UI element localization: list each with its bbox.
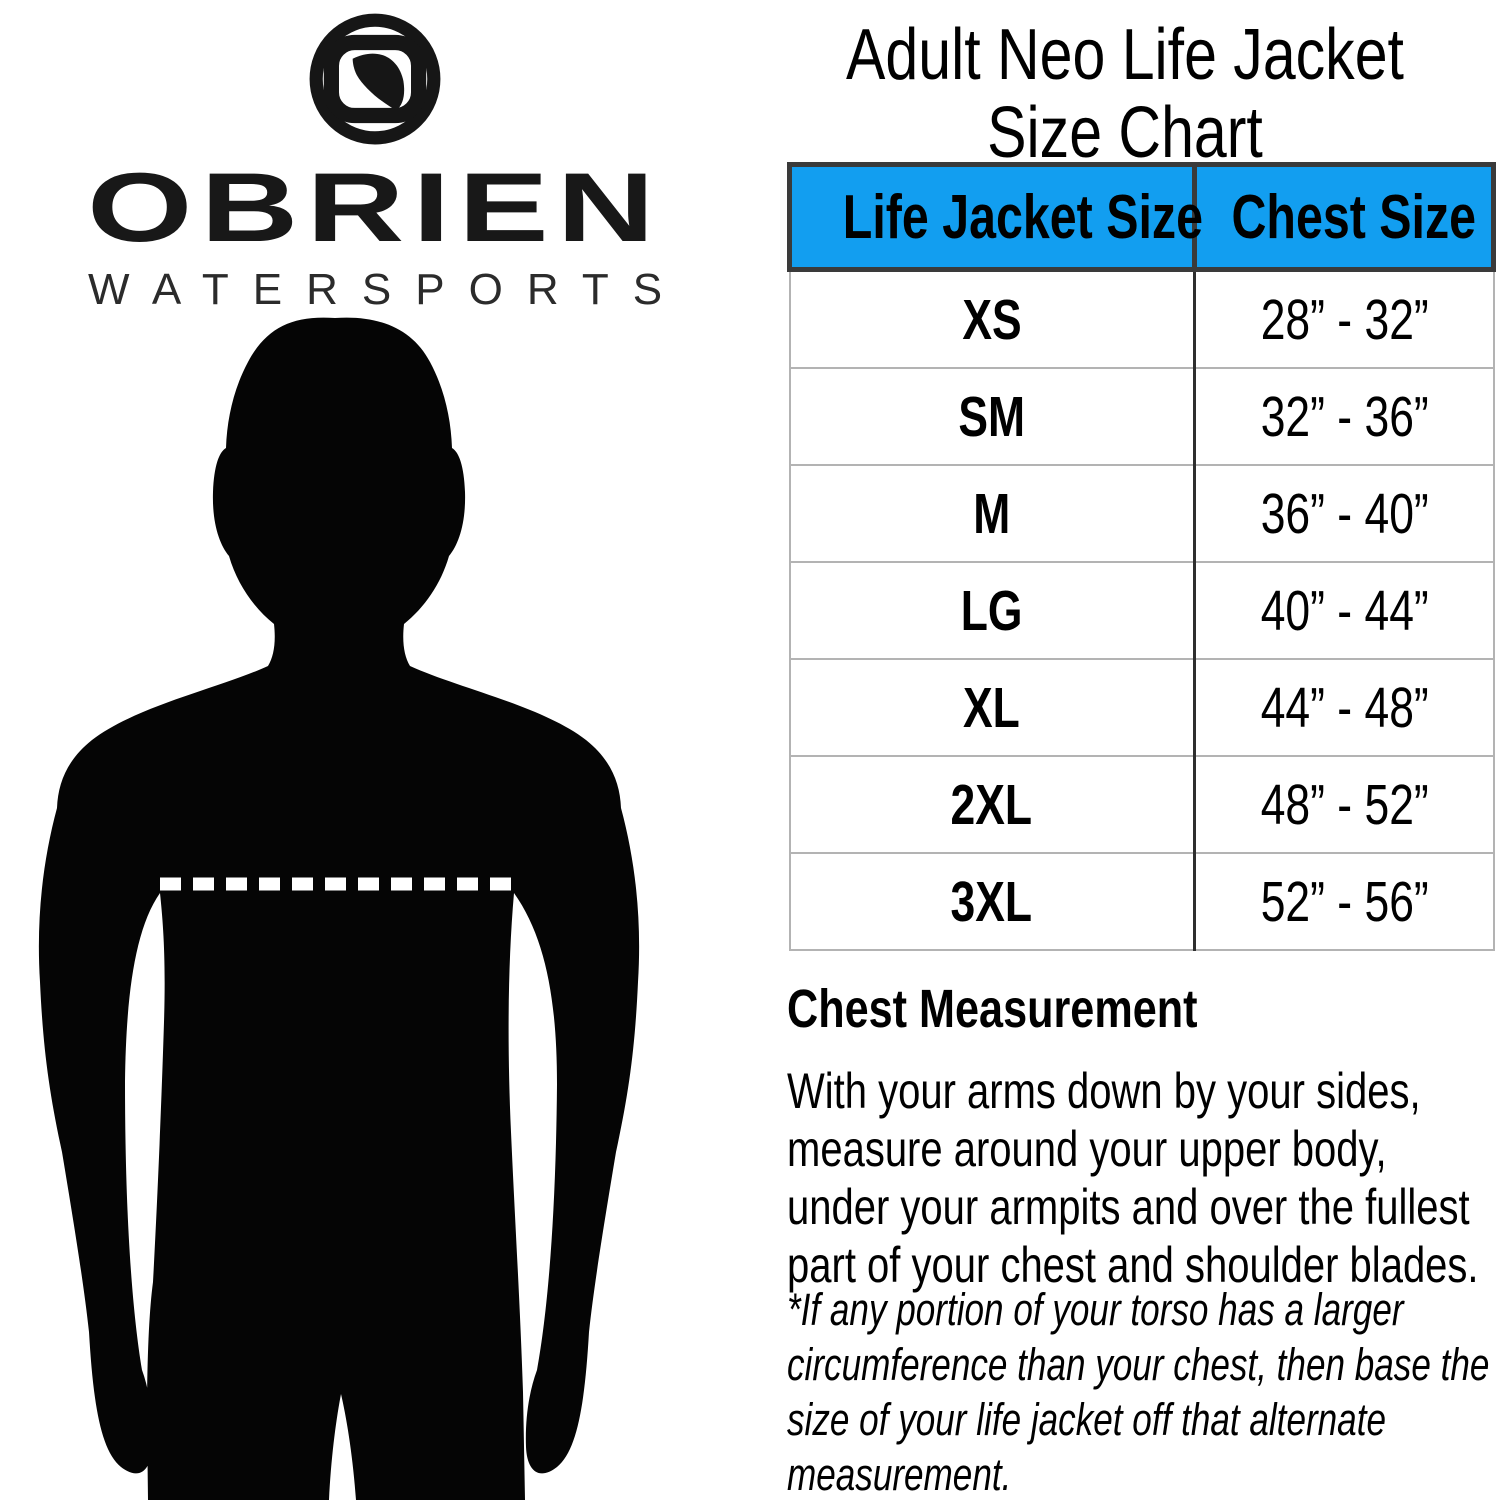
table-header-row: Life Jacket Size Chest Size (787, 162, 1496, 272)
table-row: LG 40” - 44” (788, 562, 1495, 660)
size-cell: SM (788, 368, 1196, 466)
chest-measurement-heading: Chest Measurement (787, 979, 1198, 1039)
table-row: XS 28” - 32” (788, 269, 1495, 369)
chest-cell: 28” - 32” (1194, 269, 1495, 369)
table-row: 3XL 52” - 56” (788, 853, 1495, 951)
chest-cell: 52” - 56” (1194, 853, 1495, 951)
brand-name: OBRIEN (87, 152, 663, 262)
size-cell: XL (788, 659, 1196, 757)
table-row: 2XL 48” - 52” (788, 756, 1495, 854)
body-silhouette-shape (38, 317, 640, 1500)
brand-logo: OBRIEN WATERSPORTS (0, 6, 750, 312)
table-row: XL 44” - 48” (788, 659, 1495, 757)
size-cell: 3XL (788, 853, 1196, 951)
chest-cell: 36” - 40” (1194, 465, 1495, 563)
size-cell: M (788, 465, 1196, 563)
size-cell: 2XL (788, 756, 1196, 854)
chest-cell: 32” - 36” (1194, 368, 1495, 466)
obrien-logo-icon (309, 13, 441, 145)
table-row: M 36” - 40” (788, 465, 1495, 563)
chest-cell: 44” - 48” (1194, 659, 1495, 757)
table-row: SM 32” - 36” (788, 368, 1495, 466)
chest-cell: 48” - 52” (1194, 756, 1495, 854)
chest-cell: 40” - 44” (1194, 562, 1495, 660)
chest-measurement-footnote: *If any portion of your torso has a larg… (787, 1284, 1490, 1500)
brand-tagline: WATERSPORTS (87, 265, 687, 314)
size-chart-table: Life Jacket Size Chest Size XS 28” - 32”… (787, 162, 1496, 951)
size-cell: XS (788, 269, 1196, 369)
size-cell: LG (788, 562, 1196, 660)
column-header-size: Life Jacket Size (787, 162, 1203, 272)
body-silhouette (38, 317, 640, 1500)
column-header-chest: Chest Size (1192, 162, 1496, 272)
chest-measurement-instructions: With your arms down by your sides, measu… (787, 1063, 1479, 1293)
page-title: Adult Neo Life Jacket Size Chart (846, 15, 1404, 173)
